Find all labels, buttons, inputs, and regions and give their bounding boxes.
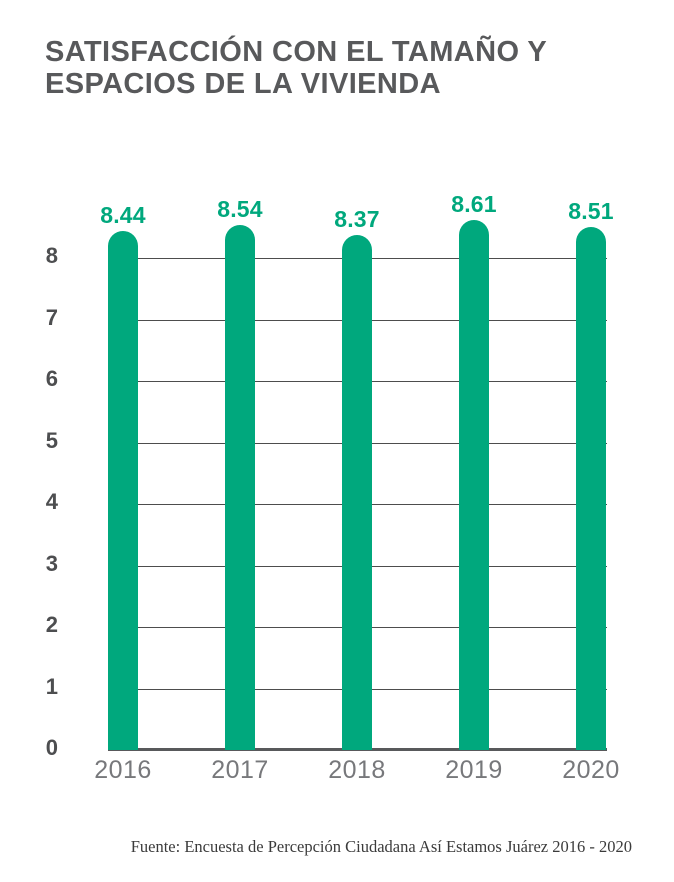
bar: [225, 224, 255, 750]
chart-title-line1: SATISFACCIÓN CON EL TAMAÑO Y: [45, 36, 548, 68]
y-axis-tick-label: 8: [45, 243, 58, 268]
x-axis-category-label: 2017: [211, 756, 269, 784]
bar-value-label: 8.61: [451, 191, 497, 218]
y-axis-tick-label: 6: [45, 366, 58, 391]
y-axis-tick-label: 3: [45, 550, 58, 576]
chart-title-line2: ESPACIOS DE LA VIVIENDA: [45, 68, 441, 100]
source-note: Fuente: Encuesta de Percepción Ciudadana…: [130, 837, 632, 856]
y-axis-tick-label: 0: [45, 735, 58, 760]
bar-value-label: 8.54: [217, 195, 263, 222]
y-axis-tick-label: 4: [45, 489, 58, 514]
y-axis-tick-label: 7: [45, 304, 58, 330]
bar-value-label: 8.51: [568, 197, 614, 224]
x-axis-category-label: 2016: [94, 756, 152, 784]
bar: [459, 220, 489, 750]
x-axis-category-label: 2020: [562, 756, 620, 784]
bar: [342, 235, 372, 750]
y-axis-tick-label: 2: [45, 612, 58, 637]
y-axis-tick-label: 5: [45, 427, 58, 453]
chart-title: SATISFACCIÓN CON EL TAMAÑO Y ESPACIOS DE …: [45, 36, 625, 100]
x-axis-category-label: 2019: [445, 756, 503, 784]
y-axis-tick-label: 1: [45, 673, 58, 699]
bar-value-label: 8.44: [100, 201, 146, 228]
bar: [576, 226, 606, 750]
bar: [108, 230, 138, 750]
x-axis-category-label: 2018: [328, 756, 386, 784]
bar-value-label: 8.37: [334, 206, 380, 233]
